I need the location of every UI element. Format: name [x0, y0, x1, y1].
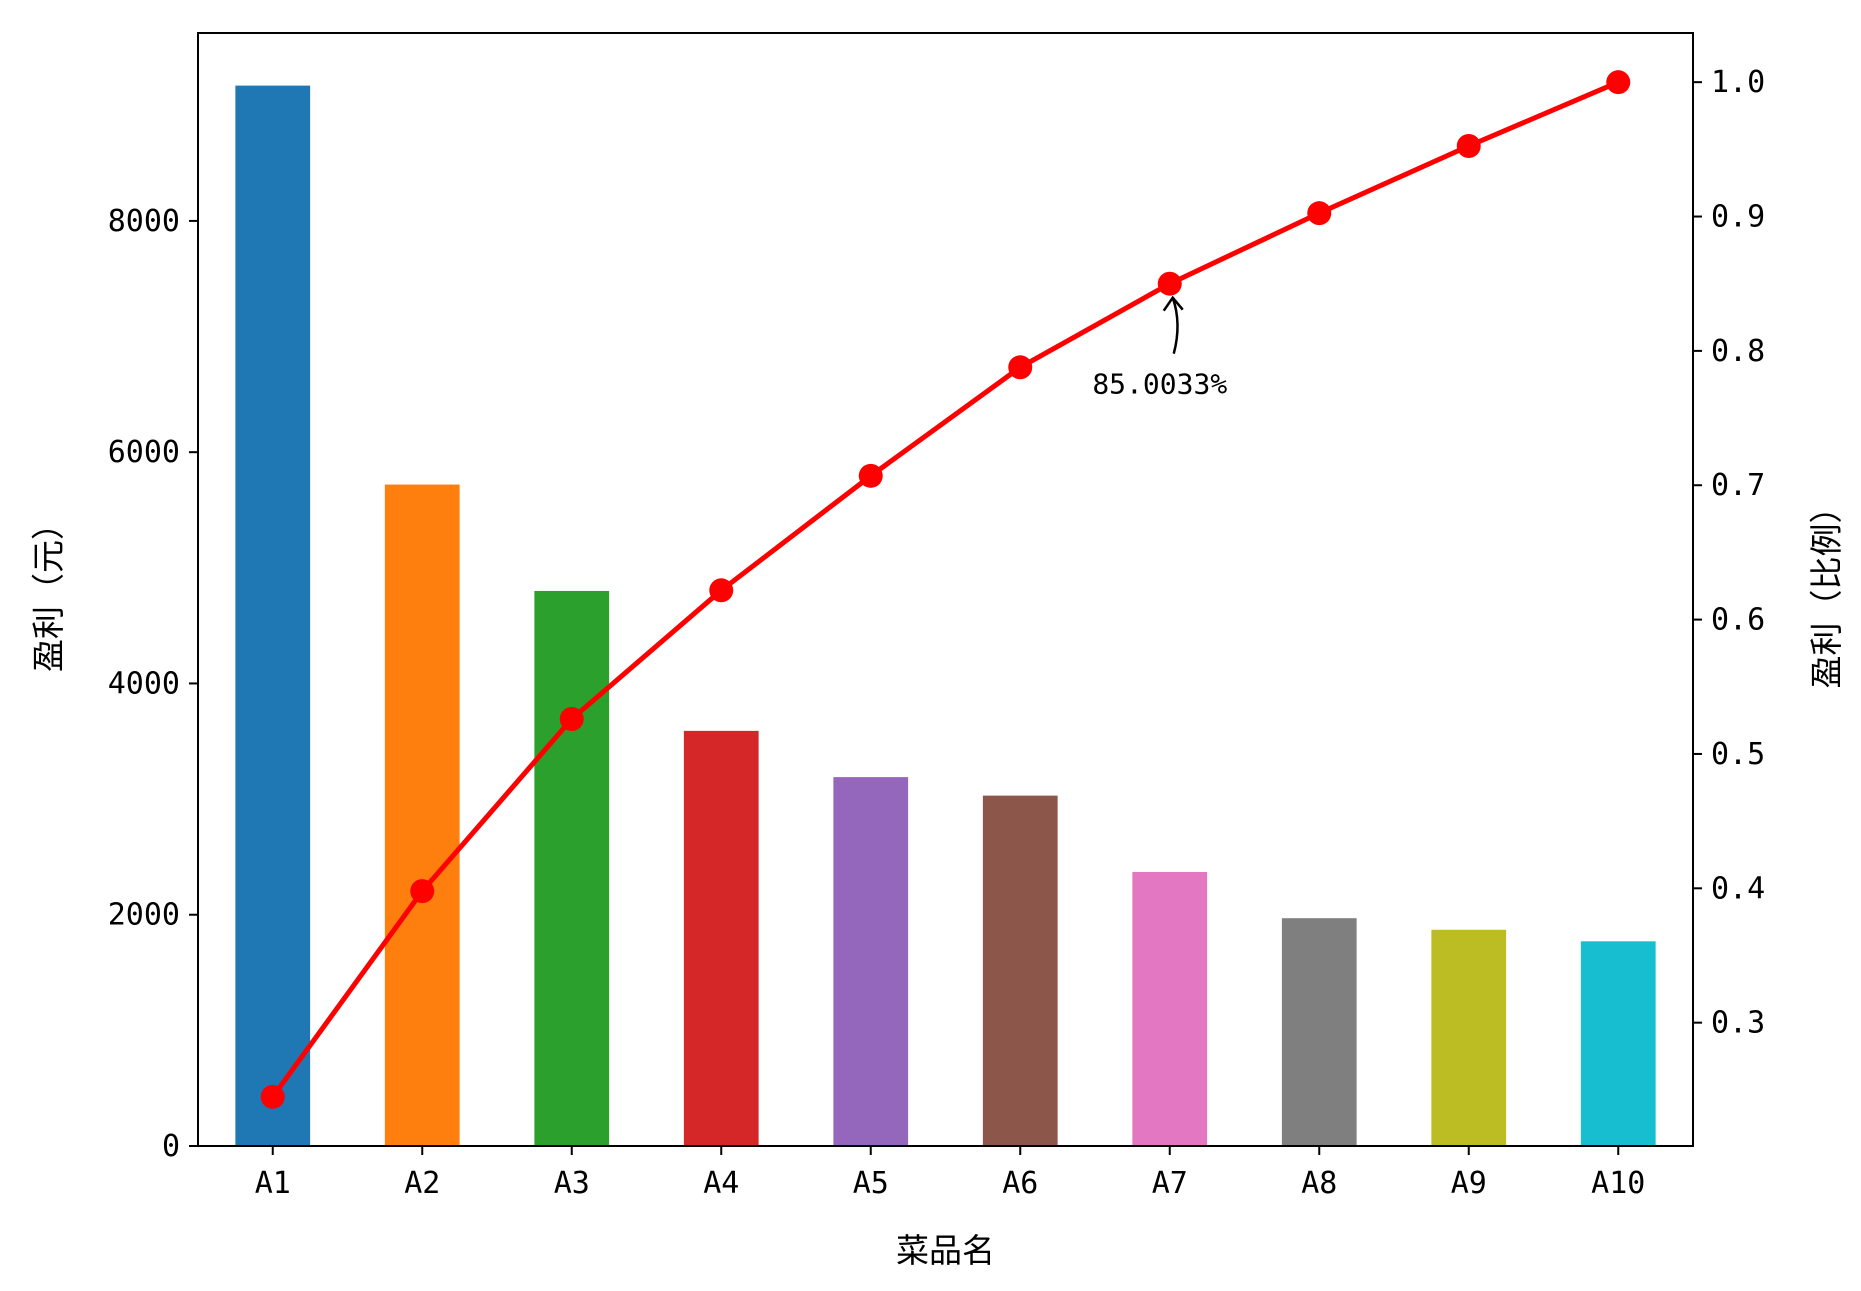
y-right-tick-label: 0.3 [1711, 1006, 1765, 1041]
bar-a1 [235, 85, 311, 1147]
cumulative-point-a3 [559, 707, 584, 732]
bar-a3 [534, 590, 610, 1146]
bar-a10 [1580, 941, 1656, 1146]
cumulative-point-a6 [1008, 355, 1033, 380]
bar-a4 [683, 730, 759, 1146]
cumulative-point-a4 [709, 578, 734, 603]
bar-a7 [1132, 871, 1208, 1146]
y-left-tick-label: 8000 [108, 204, 180, 239]
cumulative-point-a8 [1307, 201, 1332, 226]
y-right-tick-label: 0.4 [1711, 871, 1765, 906]
y-left-tick-label: 2000 [108, 898, 180, 933]
bar-a5 [833, 777, 909, 1146]
x-tick-label: A3 [554, 1166, 590, 1201]
y-left-tick-label: 6000 [108, 435, 180, 470]
x-tick-label: A1 [255, 1166, 291, 1201]
cumulative-line [270, 79, 1620, 1099]
y-left-tick-label: 0 [162, 1129, 180, 1164]
y-axis-left-label: 盈利（元） [29, 507, 68, 672]
bar-a8 [1281, 918, 1357, 1146]
cumulative-point-a7 [1157, 271, 1182, 296]
y-right-tick-label: 0.8 [1711, 334, 1765, 369]
x-tick-label: A7 [1152, 1166, 1188, 1201]
cumulative-point-a2 [410, 879, 435, 904]
y-right-tick-label: 0.9 [1711, 200, 1765, 235]
ticks-layer: 0 2000 4000 6000 8000 0.3 0.4 0.5 0.6 0.7 0.8 0.9 1.… [108, 65, 1765, 1201]
x-tick-label: A2 [404, 1166, 440, 1201]
x-tick-label: A8 [1301, 1166, 1337, 1201]
x-tick-label: A9 [1451, 1166, 1487, 1201]
annotation-arrowhead [1162, 295, 1184, 312]
bar-a6 [982, 795, 1058, 1146]
x-tick-label: A6 [1002, 1166, 1038, 1201]
annotation-layer: 85.0033% [1092, 295, 1227, 401]
y-right-tick-label: 1.0 [1711, 65, 1765, 100]
cumulative-point-a10 [1606, 70, 1631, 95]
annotation-arrow [1171, 297, 1179, 354]
bar-a2 [384, 484, 460, 1146]
axes-layer [197, 32, 1694, 1147]
y-right-tick-label: 0.5 [1711, 737, 1765, 772]
cumulative-point-a5 [858, 463, 883, 488]
annotation-label: 85.0033% [1092, 368, 1227, 401]
plot-frame [197, 32, 1694, 1147]
x-axis-label: 菜品名 [896, 1231, 995, 1270]
bar-a9 [1431, 929, 1507, 1146]
y-axis-right-label: 盈利（比例） [1807, 491, 1846, 689]
y-right-tick-label: 0.6 [1711, 603, 1765, 638]
line-layer [260, 70, 1631, 1109]
cumulative-point-a9 [1456, 133, 1481, 158]
y-left-tick-label: 4000 [108, 666, 180, 701]
bars-layer [235, 85, 1656, 1147]
x-tick-label: A10 [1591, 1166, 1645, 1201]
y-right-tick-label: 0.7 [1711, 468, 1765, 503]
x-tick-label: A4 [703, 1166, 739, 1201]
x-tick-label: A5 [853, 1166, 889, 1201]
cumulative-point-a1 [260, 1084, 285, 1109]
